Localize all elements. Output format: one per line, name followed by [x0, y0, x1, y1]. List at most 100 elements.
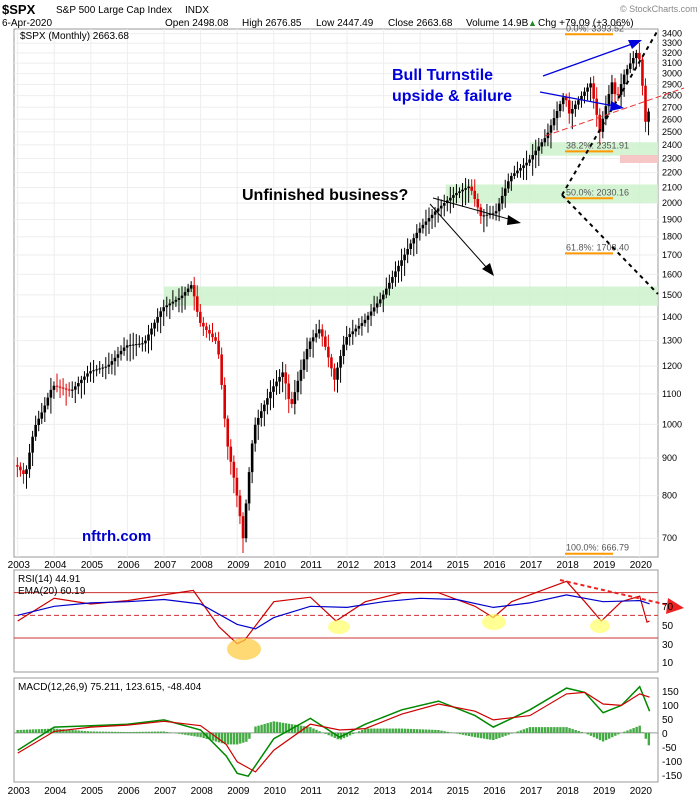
price-bar-body: [449, 198, 452, 201]
macd-histogram-bar: [257, 726, 259, 733]
macd-histogram-bar: [410, 729, 412, 733]
price-bar-body: [428, 218, 431, 221]
macd-histogram-bar: [556, 727, 558, 733]
macd-histogram-bar: [184, 733, 186, 735]
price-bar-body: [184, 292, 187, 296]
macd-histogram-bar: [74, 730, 76, 733]
price-bar-body: [254, 425, 257, 444]
macd-histogram-bar: [462, 733, 464, 735]
price-axis: 7008009001000110012001300140015001600170…: [662, 29, 682, 544]
macd-histogram-bar: [608, 733, 610, 739]
macd-histogram-bar: [596, 733, 598, 739]
price-bar-body: [321, 329, 324, 336]
macd-histogram-bar: [517, 731, 519, 732]
macd-histogram-bar: [425, 730, 427, 733]
year-label: 2003: [8, 786, 31, 797]
price-bar-body: [583, 92, 586, 96]
price-bar-body: [208, 330, 211, 334]
price-bar-body: [34, 425, 37, 437]
macd-histogram-bar: [635, 727, 637, 733]
price-bar-body: [574, 105, 577, 109]
year-label: 2008: [191, 786, 214, 797]
price-bar-body: [452, 195, 455, 198]
price-bar-body: [364, 320, 367, 323]
macd-histogram-bar: [489, 733, 491, 740]
price-y-tick: 1300: [662, 336, 682, 346]
year-label: 2012: [337, 560, 360, 571]
price-y-tick: 2100: [662, 182, 682, 192]
price-y-tick: 800: [662, 491, 677, 501]
price-bar-body: [437, 208, 440, 211]
price-bar-body: [504, 189, 507, 196]
year-label: 2019: [593, 560, 616, 571]
price-bar-body: [19, 467, 22, 471]
price-bar-body: [297, 381, 300, 392]
macd-histogram-bar: [593, 733, 595, 737]
price-bar-body: [275, 382, 278, 387]
rsi-highlight-2009: [227, 638, 261, 660]
price-bar-body: [422, 225, 425, 228]
price-bar-body: [629, 63, 632, 69]
ema-legend: EMA(20) 60.19: [18, 586, 86, 597]
macd-tick-100: 100: [662, 701, 679, 712]
price-bar-body: [577, 100, 580, 104]
macd-histogram-bar: [199, 733, 201, 737]
price-bar-body: [141, 343, 144, 344]
macd-histogram-bar: [373, 729, 375, 733]
year-label: 2019: [593, 786, 616, 797]
price-bar-body: [562, 97, 565, 104]
price-bar-body: [205, 326, 208, 330]
symbol-label: $SPX: [2, 2, 36, 17]
year-label: 2020: [630, 560, 653, 571]
price-bar-body: [376, 303, 379, 307]
year-label: 2015: [447, 786, 470, 797]
price-bar-body: [531, 155, 534, 159]
price-bar-body: [95, 369, 98, 370]
macd-histogram-bar: [29, 730, 31, 733]
macd-histogram-bar: [443, 731, 445, 733]
price-bar-body: [159, 311, 162, 317]
macd-histogram-bar: [266, 723, 268, 733]
price-bar-body: [394, 271, 397, 277]
price-bar-body: [537, 147, 540, 151]
price-bar-body: [342, 345, 345, 356]
exchange-label: INDX: [185, 5, 209, 16]
price-bar-body: [281, 372, 284, 377]
macd-histogram-bar: [270, 722, 272, 733]
price-bar-body: [196, 296, 199, 312]
rsi-highlight-2019: [590, 619, 610, 633]
year-label: 2012: [337, 786, 360, 797]
price-y-tick: 1500: [662, 290, 682, 300]
price-y-tick: 1200: [662, 361, 682, 371]
price-bar-body: [382, 295, 385, 300]
macd-histogram-bar: [315, 730, 317, 733]
macd-histogram-bar: [108, 732, 110, 733]
macd-histogram-bar: [71, 730, 73, 733]
price-bar-body: [62, 388, 65, 389]
macd-histogram-bar: [166, 732, 168, 733]
year-label: 2009: [227, 786, 250, 797]
macd-histogram-bar: [157, 732, 159, 733]
price-y-tick: 2500: [662, 127, 682, 137]
price-bar-body: [138, 344, 141, 345]
price-bar-body: [644, 86, 647, 122]
index-name: S&P 500 Large Cap Index: [56, 5, 172, 16]
price-bar-body: [284, 372, 287, 383]
price-bar-body: [626, 69, 629, 75]
macd-histogram-bar: [562, 727, 564, 733]
macd-histogram-bar: [492, 733, 494, 740]
price-bar-body: [190, 285, 193, 288]
price-bar-body: [513, 173, 516, 176]
macd-histogram-bar: [587, 733, 589, 734]
price-bar-body: [553, 118, 556, 125]
macd-histogram-bar: [605, 733, 607, 740]
price-bar-body: [59, 387, 62, 388]
macd-histogram-bar: [395, 729, 397, 733]
price-bar-body: [510, 176, 513, 181]
price-y-tick: 2000: [662, 198, 682, 208]
macd-histogram-bar: [309, 727, 311, 733]
price-bar-body: [623, 75, 626, 84]
macd-histogram-bar: [382, 729, 384, 733]
macd-histogram-bar: [160, 731, 162, 732]
macd-histogram-bar: [196, 733, 198, 737]
